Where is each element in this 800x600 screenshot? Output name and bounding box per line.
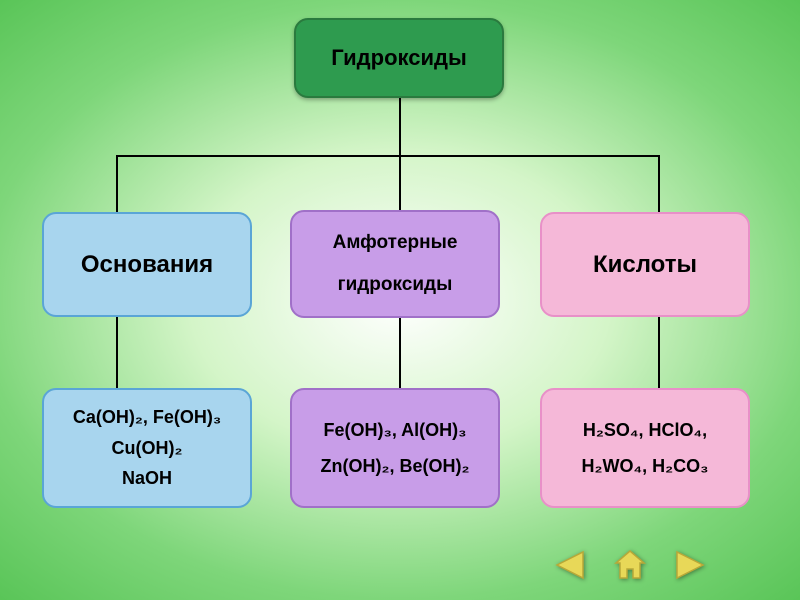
prev-button[interactable] bbox=[550, 545, 590, 585]
root-node: Гидроксиды bbox=[294, 18, 504, 98]
examples-amphoteric-line-1: Zn(OH)₂, Be(OH)₂ bbox=[321, 448, 470, 484]
triangle-right-icon bbox=[673, 548, 707, 582]
examples-bases-line-2: NaOH bbox=[122, 463, 172, 494]
category-bases-label: Основания bbox=[81, 251, 213, 279]
connector-leaf-mid bbox=[399, 318, 401, 388]
root-label: Гидроксиды bbox=[331, 45, 467, 71]
examples-bases-line-1: Cu(OH)₂ bbox=[112, 433, 183, 464]
connector-leaf-right bbox=[658, 317, 660, 388]
home-button[interactable] bbox=[610, 545, 650, 585]
category-amphoteric-label-1: гидроксиды bbox=[338, 264, 453, 306]
examples-bases: Ca(OH)₂, Fe(OH)₃ Cu(OH)₂ NaOH bbox=[42, 388, 252, 508]
category-amphoteric-label-0: Амфотерные bbox=[333, 222, 458, 264]
connector-drop-left bbox=[116, 155, 118, 212]
triangle-left-icon bbox=[553, 548, 587, 582]
connector-drop-mid bbox=[399, 155, 401, 210]
examples-amphoteric-line-0: Fe(OH)₃, Al(OH)₃ bbox=[324, 412, 467, 448]
connector-root-drop bbox=[399, 98, 401, 155]
house-icon bbox=[613, 548, 647, 582]
connector-leaf-left bbox=[116, 317, 118, 388]
examples-acids-line-1: H₂WO₄, H₂CO₃ bbox=[582, 448, 709, 484]
examples-acids: H₂SO₄, HClO₄, H₂WO₄, H₂CO₃ bbox=[540, 388, 750, 508]
connector-drop-right bbox=[658, 155, 660, 212]
category-amphoteric: Амфотерные гидроксиды bbox=[290, 210, 500, 318]
examples-bases-line-0: Ca(OH)₂, Fe(OH)₃ bbox=[73, 402, 221, 433]
next-button[interactable] bbox=[670, 545, 710, 585]
examples-amphoteric: Fe(OH)₃, Al(OH)₃ Zn(OH)₂, Be(OH)₂ bbox=[290, 388, 500, 508]
category-bases: Основания bbox=[42, 212, 252, 317]
nav-bar bbox=[550, 545, 710, 585]
examples-acids-line-0: H₂SO₄, HClO₄, bbox=[583, 412, 707, 448]
category-acids: Кислоты bbox=[540, 212, 750, 317]
category-acids-label: Кислоты bbox=[593, 251, 697, 279]
connector-horizontal bbox=[116, 155, 660, 157]
